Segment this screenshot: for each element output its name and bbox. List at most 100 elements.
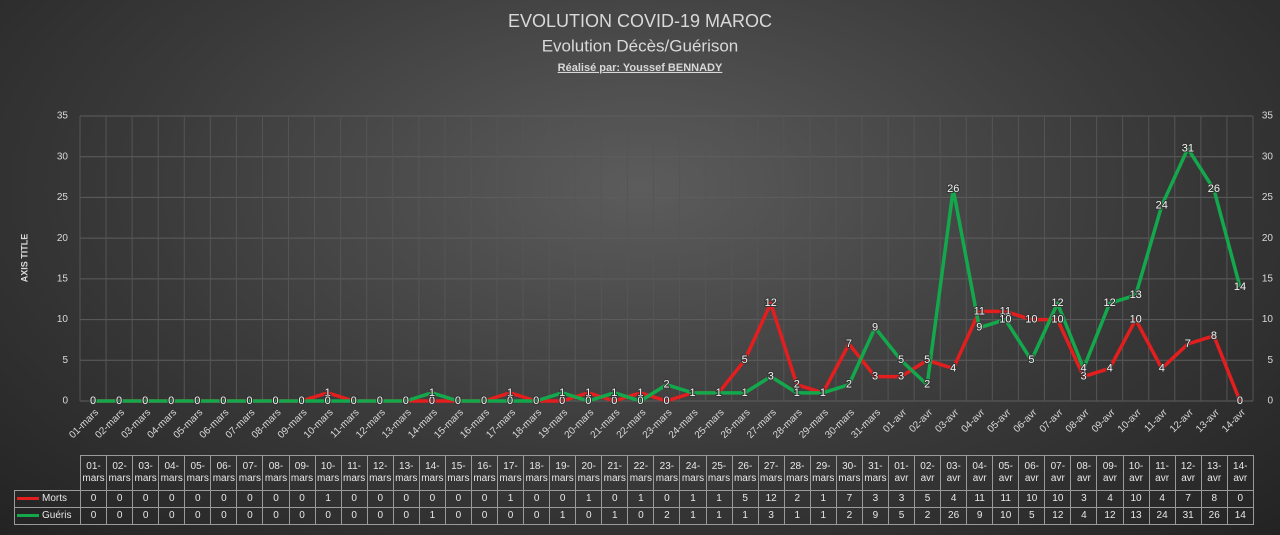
table-category: 08-mars [262,455,290,491]
table-value: 26 [1200,507,1228,525]
table-category: 13-avr [1200,455,1228,491]
table-value: 4 [1070,507,1098,525]
y-tick-label: 30 [57,151,69,162]
table-category: 27-mars [757,455,785,491]
table-category: 12-avr [1174,455,1202,491]
data-label: 1 [507,387,513,399]
data-label: 0 [272,395,278,407]
table-value: 0 [236,507,264,525]
table-value: 10 [1018,490,1046,508]
table-value: 0 [366,490,394,508]
data-label: 0 [533,395,539,407]
legend-entry: Morts [14,490,81,508]
table-category: 06-avr [1018,455,1046,491]
table-category: 10-mars [314,455,342,491]
data-label: 1 [742,387,748,399]
table-value: 0 [262,490,290,508]
data-label: 0 [481,395,487,407]
table-category: 07-mars [236,455,264,491]
table-value: 13 [1122,507,1150,525]
data-label: 0 [637,395,643,407]
data-label: 0 [481,395,487,407]
table-value: 7 [835,490,863,508]
data-label: 1 [716,387,722,399]
y2-tick-label: 5 [1267,355,1273,366]
data-label: 1 [637,387,643,399]
data-label: 7 [1185,338,1191,350]
table-value: 0 [418,490,446,508]
table-value: 1 [809,507,837,525]
table-category: 30-mars [835,455,863,491]
data-label: 1 [325,387,331,399]
y2-tick-label: 0 [1267,396,1273,407]
y-tick-label: 25 [57,192,69,203]
table-value: 1 [705,490,733,508]
table-value: 0 [288,490,316,508]
table-value: 1 [783,507,811,525]
data-label: 13 [1130,289,1142,301]
y-tick-label: 10 [57,314,69,325]
table-value: 0 [444,507,472,525]
table-value: 0 [79,507,108,525]
y2-tick-label: 15 [1262,273,1274,284]
table-category: 04-mars [158,455,186,491]
data-label: 1 [690,387,696,399]
x-tick-label: 12-avr [1168,407,1196,435]
data-label: 10 [1025,313,1037,325]
x-tick-label: 31-mars [849,407,883,441]
data-label: 3 [768,370,774,382]
data-label: 5 [924,354,930,366]
y-tick-label: 5 [62,355,68,366]
table-row: Morts 0 0 0 0 0 0 0 0 0 1 0 0 0 0 0 0 1 0 0 1 0 1 0 1 1 5 12 2 1 7 3 3 5 4… [14,490,1254,508]
data-label: 4 [1081,362,1087,374]
table-category: 05-avr [992,455,1020,491]
table-value: 0 [601,490,629,508]
table-value: 0 [340,490,368,508]
table-category: 09-avr [1096,455,1124,491]
data-label: 0 [429,395,435,407]
table-value: 24 [1148,507,1176,525]
table-category: 16-mars [470,455,499,491]
table-value: 3 [1070,490,1098,508]
table-value: 3 [861,490,889,508]
data-label: 11 [1000,305,1011,317]
data-label: 5 [742,354,748,366]
table-value: 26 [940,507,968,525]
table-value: 0 [132,507,160,525]
data-label: 0 [90,395,96,407]
data-label: 0 [246,395,252,407]
table-value: 9 [861,507,889,525]
data-label: 11 [974,305,985,317]
data-label: 0 [455,395,461,407]
table-value: 1 [549,507,577,525]
table-value: 1 [679,490,707,508]
table-category: 23-mars [653,455,681,491]
legend-swatch [17,513,39,517]
table-value: 0 [1226,490,1254,508]
table-category: 13-mars [392,455,420,491]
table-category: 02-avr [913,455,942,491]
table-category: 03-avr [940,455,968,491]
data-label: 5 [898,354,904,366]
table-category: 02-mars [106,455,134,491]
table-value: 3 [757,507,785,525]
data-label: 2 [924,379,930,391]
data-label: 0 [325,395,331,407]
data-label: 12 [1104,297,1116,309]
data-label: 10 [999,313,1011,325]
table-category: 28-mars [783,455,811,491]
y-tick-label: 0 [62,396,68,407]
data-label: 0 [611,395,617,407]
table-category: 14-avr [1226,455,1254,491]
table-value: 0 [210,507,238,525]
table-value: 5 [913,490,942,508]
table-value: 1 [601,507,629,525]
table-corner [15,456,81,491]
data-label: 7 [846,338,852,350]
table-value: 1 [705,507,733,525]
table-value: 10 [1044,490,1072,508]
table-category: 31-mars [861,455,889,491]
data-label: 2 [663,379,669,391]
data-label: 4 [950,362,956,374]
y2-tick-label: 10 [1262,314,1274,325]
